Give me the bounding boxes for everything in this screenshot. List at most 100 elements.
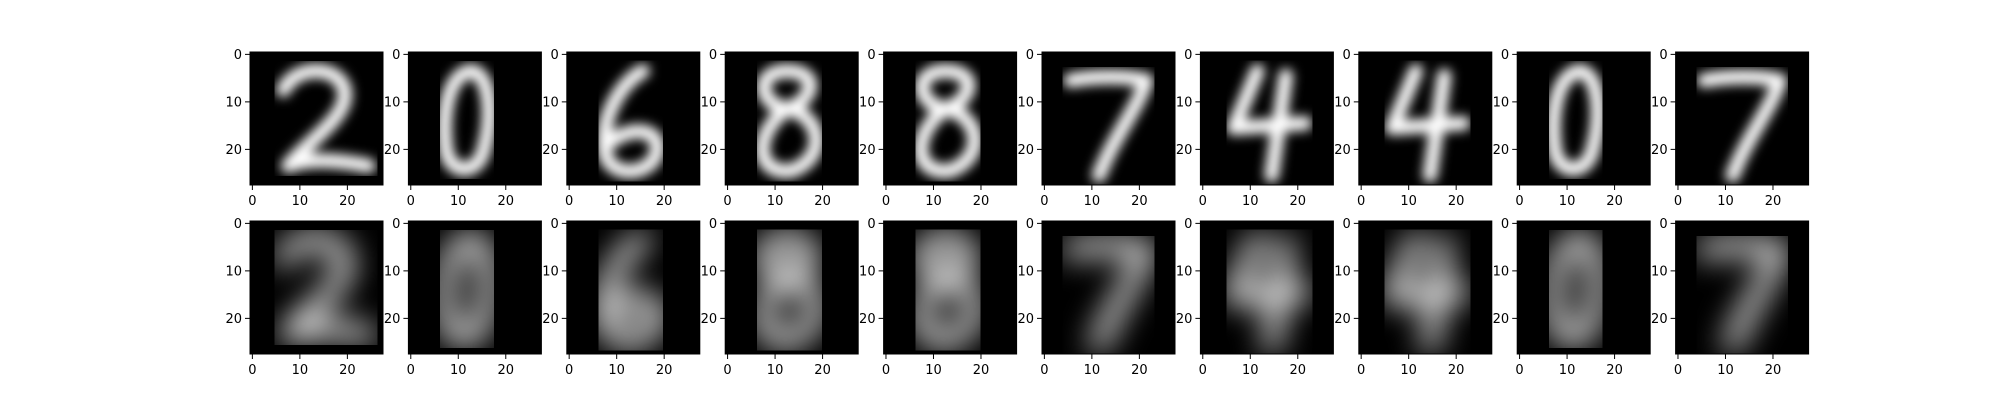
axes-frame bbox=[724, 51, 859, 186]
axes-frame bbox=[883, 220, 1018, 355]
y-tick-label: 10 bbox=[384, 95, 401, 110]
x-tick-label: 0 bbox=[1357, 194, 1365, 209]
x-tick-label: 0 bbox=[1515, 363, 1523, 378]
digit-stroke-8 bbox=[754, 231, 825, 349]
digit-stroke-8 bbox=[913, 63, 982, 179]
y-tick-label: 20 bbox=[1651, 143, 1668, 158]
y-tick-label: 20 bbox=[1176, 143, 1193, 158]
axes-frame bbox=[1675, 220, 1810, 355]
x-tick-label: 20 bbox=[1765, 194, 1782, 209]
y-tick-label: 20 bbox=[384, 143, 401, 158]
y-tick-label: 20 bbox=[1493, 143, 1510, 158]
axes-frame bbox=[407, 220, 542, 355]
digit-stroke-8 bbox=[755, 63, 824, 179]
digit-stroke-7 bbox=[1696, 69, 1788, 183]
x-tick-label: 20 bbox=[1606, 363, 1623, 378]
x-tick-label: 0 bbox=[407, 363, 415, 378]
y-tick-label: 0 bbox=[1659, 48, 1667, 63]
x-tick-label: 0 bbox=[1674, 363, 1682, 378]
x-tick-label: 10 bbox=[292, 363, 309, 378]
digit-stroke-7 bbox=[1062, 237, 1155, 353]
y-tick-label: 10 bbox=[1334, 264, 1351, 279]
y-tick-label: 0 bbox=[1184, 217, 1192, 232]
y-tick-label: 20 bbox=[1017, 143, 1034, 158]
subplot-grid: 0 10 20 0 10 20 0 10 20 0 10 20 0 10 20 0 10 20 0 10 20 0 10 20… bbox=[225, 48, 1810, 378]
x-tick-label: 0 bbox=[248, 363, 256, 378]
y-tick-label: 20 bbox=[1493, 312, 1510, 327]
x-tick-label: 20 bbox=[1290, 363, 1307, 378]
y-tick-label: 0 bbox=[234, 217, 242, 232]
y-tick-label: 20 bbox=[1334, 312, 1351, 327]
digit-stroke-8 bbox=[912, 231, 983, 349]
y-tick-label: 0 bbox=[234, 48, 242, 63]
y-tick-label: 10 bbox=[1017, 95, 1034, 110]
x-tick-label: 0 bbox=[1674, 194, 1682, 209]
x-tick-label: 20 bbox=[498, 194, 515, 209]
digit-stroke-2 bbox=[275, 231, 377, 344]
x-tick-label: 10 bbox=[450, 363, 467, 378]
x-tick-label: 0 bbox=[1040, 194, 1048, 209]
x-tick-label: 10 bbox=[608, 363, 625, 378]
subplot-original-1: 0 10 20 0 10 20 bbox=[225, 48, 384, 209]
axes-frame bbox=[566, 51, 701, 186]
y-tick-label: 10 bbox=[542, 264, 559, 279]
axes-frame bbox=[407, 51, 542, 186]
y-tick-label: 20 bbox=[384, 312, 401, 327]
x-tick-label: 0 bbox=[723, 363, 731, 378]
axes-frame bbox=[883, 51, 1018, 186]
axes-frame bbox=[1358, 220, 1493, 355]
x-tick-label: 0 bbox=[882, 363, 890, 378]
x-tick-label: 0 bbox=[1040, 363, 1048, 378]
y-tick-label: 10 bbox=[859, 264, 876, 279]
digit-stroke-7 bbox=[1063, 69, 1154, 183]
x-tick-label: 20 bbox=[1290, 194, 1307, 209]
y-tick-label: 10 bbox=[542, 95, 559, 110]
y-tick-label: 10 bbox=[701, 95, 718, 110]
y-tick-label: 0 bbox=[1659, 217, 1667, 232]
y-tick-label: 0 bbox=[1501, 217, 1509, 232]
subplot-reconstruction-5: 0 10 20 0 10 20 bbox=[859, 217, 1018, 378]
subplot-original-7: 0 10 20 0 10 20 bbox=[1176, 48, 1334, 209]
x-tick-label: 20 bbox=[498, 363, 515, 378]
y-tick-label: 20 bbox=[225, 312, 242, 327]
y-tick-label: 0 bbox=[551, 217, 559, 232]
x-tick-label: 20 bbox=[339, 363, 356, 378]
digit-stroke-7 bbox=[1696, 237, 1789, 353]
digit-stroke-0 bbox=[436, 231, 498, 347]
y-tick-label: 10 bbox=[701, 264, 718, 279]
y-tick-label: 0 bbox=[709, 217, 717, 232]
axes-frame bbox=[1516, 51, 1651, 186]
subplot-reconstruction-3: 0 10 20 0 10 20 bbox=[542, 217, 701, 378]
digit-stroke-4 bbox=[1384, 63, 1471, 183]
y-tick-label: 10 bbox=[859, 95, 876, 110]
y-tick-label: 10 bbox=[225, 264, 242, 279]
x-tick-label: 10 bbox=[292, 194, 309, 209]
axes-frame bbox=[724, 220, 859, 355]
digit-stroke-2 bbox=[276, 63, 376, 174]
axes-frame bbox=[249, 51, 384, 186]
x-tick-label: 10 bbox=[1242, 363, 1259, 378]
y-tick-label: 10 bbox=[1334, 95, 1351, 110]
axes-frame bbox=[1516, 220, 1651, 355]
subplot-original-6: 0 10 20 0 10 20 bbox=[1017, 48, 1176, 209]
subplot-reconstruction-8: 0 10 20 0 10 20 bbox=[1334, 217, 1493, 378]
y-tick-label: 0 bbox=[551, 48, 559, 63]
subplot-reconstruction-10: 0 10 20 0 10 20 bbox=[1651, 217, 1810, 378]
axes-frame bbox=[1041, 220, 1176, 355]
x-tick-label: 20 bbox=[1765, 363, 1782, 378]
y-tick-label: 20 bbox=[225, 143, 242, 158]
subplot-original-3: 0 10 20 0 10 20 bbox=[542, 48, 701, 209]
subplot-reconstruction-6: 0 10 20 0 10 20 bbox=[1017, 217, 1176, 378]
x-tick-label: 10 bbox=[1084, 363, 1101, 378]
y-tick-label: 20 bbox=[701, 143, 718, 158]
y-tick-label: 10 bbox=[384, 264, 401, 279]
x-tick-label: 20 bbox=[973, 194, 990, 209]
y-tick-label: 20 bbox=[859, 143, 876, 158]
subplot-original-8: 0 10 20 0 10 20 bbox=[1334, 48, 1493, 209]
x-tick-label: 10 bbox=[1242, 194, 1259, 209]
x-tick-label: 20 bbox=[1606, 194, 1623, 209]
y-tick-label: 10 bbox=[1176, 95, 1193, 110]
subplot-reconstruction-1: 0 10 20 0 10 20 bbox=[225, 217, 384, 378]
axes-frame bbox=[1358, 51, 1493, 186]
